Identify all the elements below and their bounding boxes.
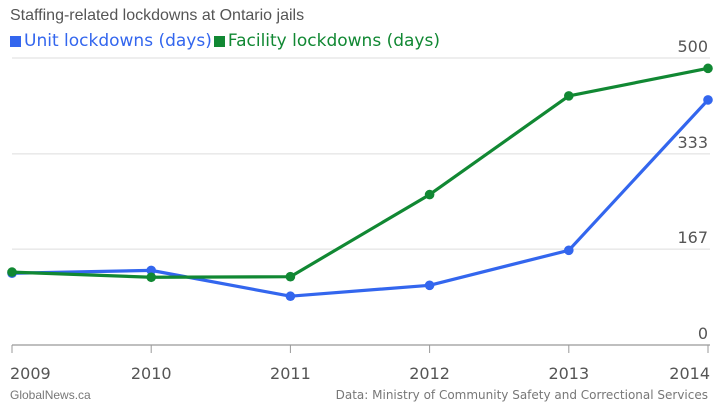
legend-item-facility: Facility lockdowns (days)	[213, 31, 440, 51]
y-tick-label-333: 333	[677, 133, 708, 152]
legend-item-unit: Unit lockdowns (days)	[10, 31, 212, 51]
data-point-0-2013	[564, 245, 574, 256]
x-tick-label-2011: 2011	[270, 364, 311, 383]
legend-swatch-facility	[213, 35, 225, 47]
data-point-0-2010	[146, 265, 156, 276]
legend-label-unit: Unit lockdowns (days)	[24, 31, 212, 51]
data-point-1-2011	[285, 271, 296, 282]
data-point-0-2012	[424, 280, 435, 291]
x-tick-label-2014: 2014	[669, 364, 710, 383]
data-point-1-2013	[564, 91, 574, 101]
footer-source-left: GlobalNews.ca	[10, 388, 91, 402]
data-point-1-2012	[424, 189, 435, 200]
series-line-0	[10, 98, 710, 298]
chart-legend: Unit lockdowns (days) Facility lockdowns…	[10, 31, 440, 51]
y-tick-label-167: 167	[677, 228, 708, 247]
data-point-1-2010	[146, 272, 156, 283]
x-tick-label-2012: 2012	[409, 364, 450, 383]
footer-source-right: Data: Ministry of Community Safety and C…	[335, 388, 708, 402]
legend-label-facility: Facility lockdowns (days)	[227, 31, 440, 51]
data-point-1-2014	[703, 63, 713, 74]
data-point-0-2011	[285, 291, 296, 302]
y-tick-label-0: 0	[698, 324, 708, 343]
x-tick-label-2010: 2010	[131, 364, 172, 383]
data-point-0-2014	[703, 95, 713, 105]
y-tick-label-500: 500	[677, 37, 708, 56]
chart-title: Staffing-related lockdowns at Ontario ja…	[10, 7, 305, 24]
x-tick-label-2013: 2013	[548, 364, 589, 383]
data-point-1-2009	[7, 267, 17, 277]
legend-swatch-unit	[10, 35, 21, 47]
series-line-1	[10, 66, 710, 279]
x-tick-label-2009: 2009	[10, 364, 51, 383]
